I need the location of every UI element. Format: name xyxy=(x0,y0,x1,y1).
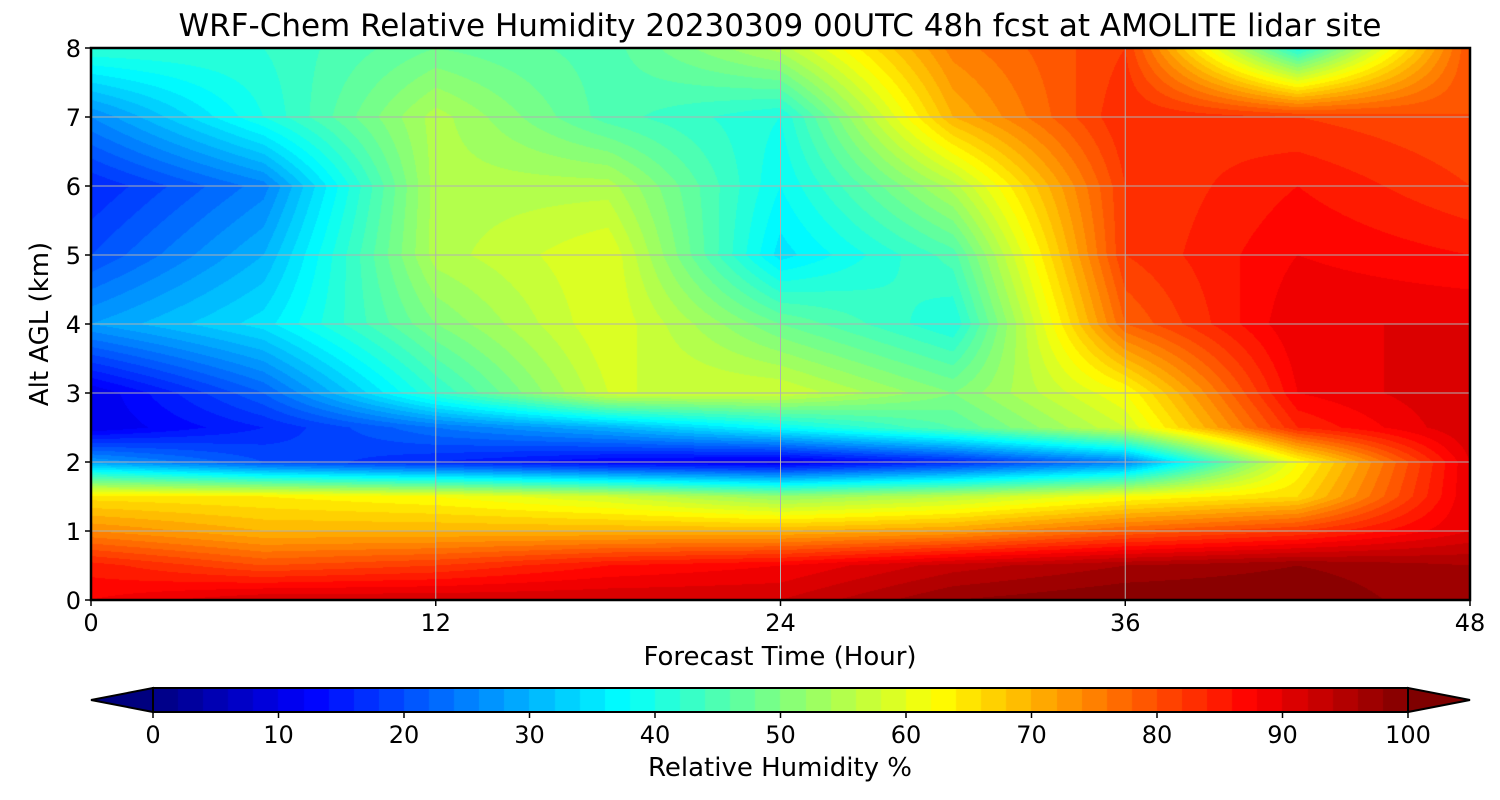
x-axis-label: Forecast Time (Hour) xyxy=(643,642,916,672)
y-tick-label: 6 xyxy=(66,173,81,201)
y-tick-label: 1 xyxy=(66,518,81,546)
x-tick-label: 24 xyxy=(765,609,796,637)
x-tick-label: 12 xyxy=(420,609,451,637)
chart-title: WRF-Chem Relative Humidity 20230309 00UT… xyxy=(178,8,1382,44)
y-tick-label: 4 xyxy=(66,311,81,339)
colorbar-tick-label: 0 xyxy=(145,721,160,749)
x-tick-label: 0 xyxy=(83,609,98,637)
colorbar-tick-label: 100 xyxy=(1385,721,1431,749)
y-tick-label: 7 xyxy=(66,104,81,132)
colorbar-extend-low xyxy=(90,686,154,714)
colorbar-gradient xyxy=(153,688,1408,712)
grid-lines xyxy=(91,48,1470,600)
colorbar-tick-label: 60 xyxy=(891,721,922,749)
colorbar-tick-label: 10 xyxy=(263,721,294,749)
colorbar-tick-label: 90 xyxy=(1267,721,1298,749)
colorbar-tick-label: 30 xyxy=(514,721,545,749)
x-tick-label: 36 xyxy=(1110,609,1141,637)
y-tick-label: 3 xyxy=(66,380,81,408)
y-axis-ticks: 0 1 2 3 4 5 6 7 8 xyxy=(66,35,91,615)
x-axis-ticks: 0 12 24 36 48 xyxy=(83,600,1485,637)
y-axis-label: Alt AGL (km) xyxy=(25,242,55,406)
colorbar-tick-label: 80 xyxy=(1142,721,1173,749)
colorbar-ticks: 0 10 20 30 40 50 60 70 80 90 100 xyxy=(145,712,1431,749)
x-tick-label: 48 xyxy=(1455,609,1486,637)
y-tick-label: 0 xyxy=(66,587,81,615)
y-tick-label: 8 xyxy=(66,35,81,63)
colorbar-extend-high xyxy=(1407,686,1471,714)
y-tick-label: 2 xyxy=(66,449,81,477)
colorbar-tick-label: 50 xyxy=(765,721,796,749)
colorbar-label: Relative Humidity % xyxy=(648,753,912,783)
colorbar-tick-label: 70 xyxy=(1016,721,1047,749)
colorbar-tick-label: 40 xyxy=(640,721,671,749)
colorbar-tick-label: 20 xyxy=(389,721,420,749)
colorbar-frame xyxy=(152,687,1409,713)
y-tick-label: 5 xyxy=(66,242,81,270)
